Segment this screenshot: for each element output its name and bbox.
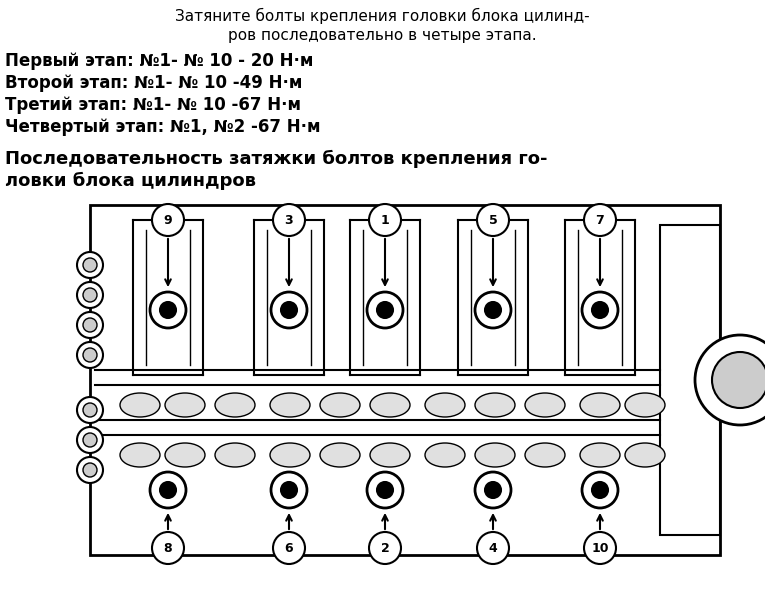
Ellipse shape (215, 393, 255, 417)
Circle shape (83, 403, 97, 417)
Ellipse shape (580, 443, 620, 467)
Circle shape (281, 302, 297, 318)
Ellipse shape (425, 443, 465, 467)
Circle shape (369, 204, 401, 236)
Circle shape (77, 342, 103, 368)
Circle shape (592, 482, 608, 498)
Circle shape (150, 292, 186, 328)
Circle shape (271, 292, 307, 328)
Text: 2: 2 (381, 542, 389, 555)
Circle shape (485, 482, 501, 498)
Text: Четвертый этап: №1, №2 -67 Н·м: Четвертый этап: №1, №2 -67 Н·м (5, 118, 321, 136)
Bar (90, 205, 720, 555)
Ellipse shape (370, 443, 410, 467)
Ellipse shape (475, 393, 515, 417)
Ellipse shape (625, 443, 665, 467)
Circle shape (150, 472, 186, 508)
Circle shape (83, 433, 97, 447)
Circle shape (77, 397, 103, 423)
Circle shape (77, 457, 103, 483)
Ellipse shape (580, 393, 620, 417)
Text: Первый этап: №1- № 10 - 20 Н·м: Первый этап: №1- № 10 - 20 Н·м (5, 52, 314, 70)
Ellipse shape (370, 393, 410, 417)
Text: 4: 4 (489, 542, 497, 555)
Ellipse shape (475, 443, 515, 467)
Circle shape (83, 258, 97, 272)
Circle shape (477, 532, 509, 564)
Circle shape (160, 482, 176, 498)
Circle shape (77, 252, 103, 278)
Circle shape (83, 318, 97, 332)
Circle shape (369, 532, 401, 564)
Circle shape (367, 292, 403, 328)
Ellipse shape (120, 393, 160, 417)
Circle shape (83, 348, 97, 362)
Text: 5: 5 (489, 213, 497, 226)
Circle shape (377, 302, 393, 318)
Circle shape (477, 204, 509, 236)
Text: Второй этап: №1- № 10 -49 Н·м: Второй этап: №1- № 10 -49 Н·м (5, 74, 302, 92)
Text: 3: 3 (285, 213, 293, 226)
Ellipse shape (425, 393, 465, 417)
Circle shape (367, 472, 403, 508)
Circle shape (273, 532, 305, 564)
Ellipse shape (165, 393, 205, 417)
Text: 6: 6 (285, 542, 293, 555)
Text: 7: 7 (596, 213, 604, 226)
Text: Последовательность затяжки болтов крепления го-: Последовательность затяжки болтов крепле… (5, 150, 548, 168)
Circle shape (83, 463, 97, 477)
Text: ловки блока цилиндров: ловки блока цилиндров (5, 172, 256, 190)
Ellipse shape (625, 393, 665, 417)
Text: ров последовательно в четыре этапа.: ров последовательно в четыре этапа. (228, 28, 536, 43)
Ellipse shape (320, 443, 360, 467)
Circle shape (271, 472, 307, 508)
Circle shape (273, 204, 305, 236)
Circle shape (584, 204, 616, 236)
Circle shape (160, 302, 176, 318)
Text: 9: 9 (164, 213, 172, 226)
Circle shape (377, 482, 393, 498)
Text: Затяните болты крепления головки блока цилинд-: Затяните болты крепления головки блока ц… (174, 8, 589, 24)
Ellipse shape (165, 443, 205, 467)
Circle shape (77, 427, 103, 453)
Circle shape (712, 352, 765, 408)
Circle shape (582, 472, 618, 508)
Text: 1: 1 (381, 213, 389, 226)
Bar (660, 225, 720, 535)
Circle shape (83, 288, 97, 302)
Ellipse shape (320, 393, 360, 417)
Text: 8: 8 (164, 542, 172, 555)
Circle shape (584, 532, 616, 564)
Circle shape (582, 292, 618, 328)
Circle shape (281, 482, 297, 498)
Circle shape (592, 302, 608, 318)
Circle shape (695, 335, 765, 425)
Text: Третий этап: №1- № 10 -67 Н·м: Третий этап: №1- № 10 -67 Н·м (5, 96, 301, 114)
Circle shape (77, 312, 103, 338)
Circle shape (77, 282, 103, 308)
Circle shape (485, 302, 501, 318)
Ellipse shape (120, 443, 160, 467)
Ellipse shape (270, 393, 310, 417)
Circle shape (152, 204, 184, 236)
Circle shape (475, 472, 511, 508)
Text: 10: 10 (591, 542, 609, 555)
Circle shape (475, 292, 511, 328)
Circle shape (152, 532, 184, 564)
Ellipse shape (525, 393, 565, 417)
Ellipse shape (215, 443, 255, 467)
Ellipse shape (270, 443, 310, 467)
Ellipse shape (525, 443, 565, 467)
